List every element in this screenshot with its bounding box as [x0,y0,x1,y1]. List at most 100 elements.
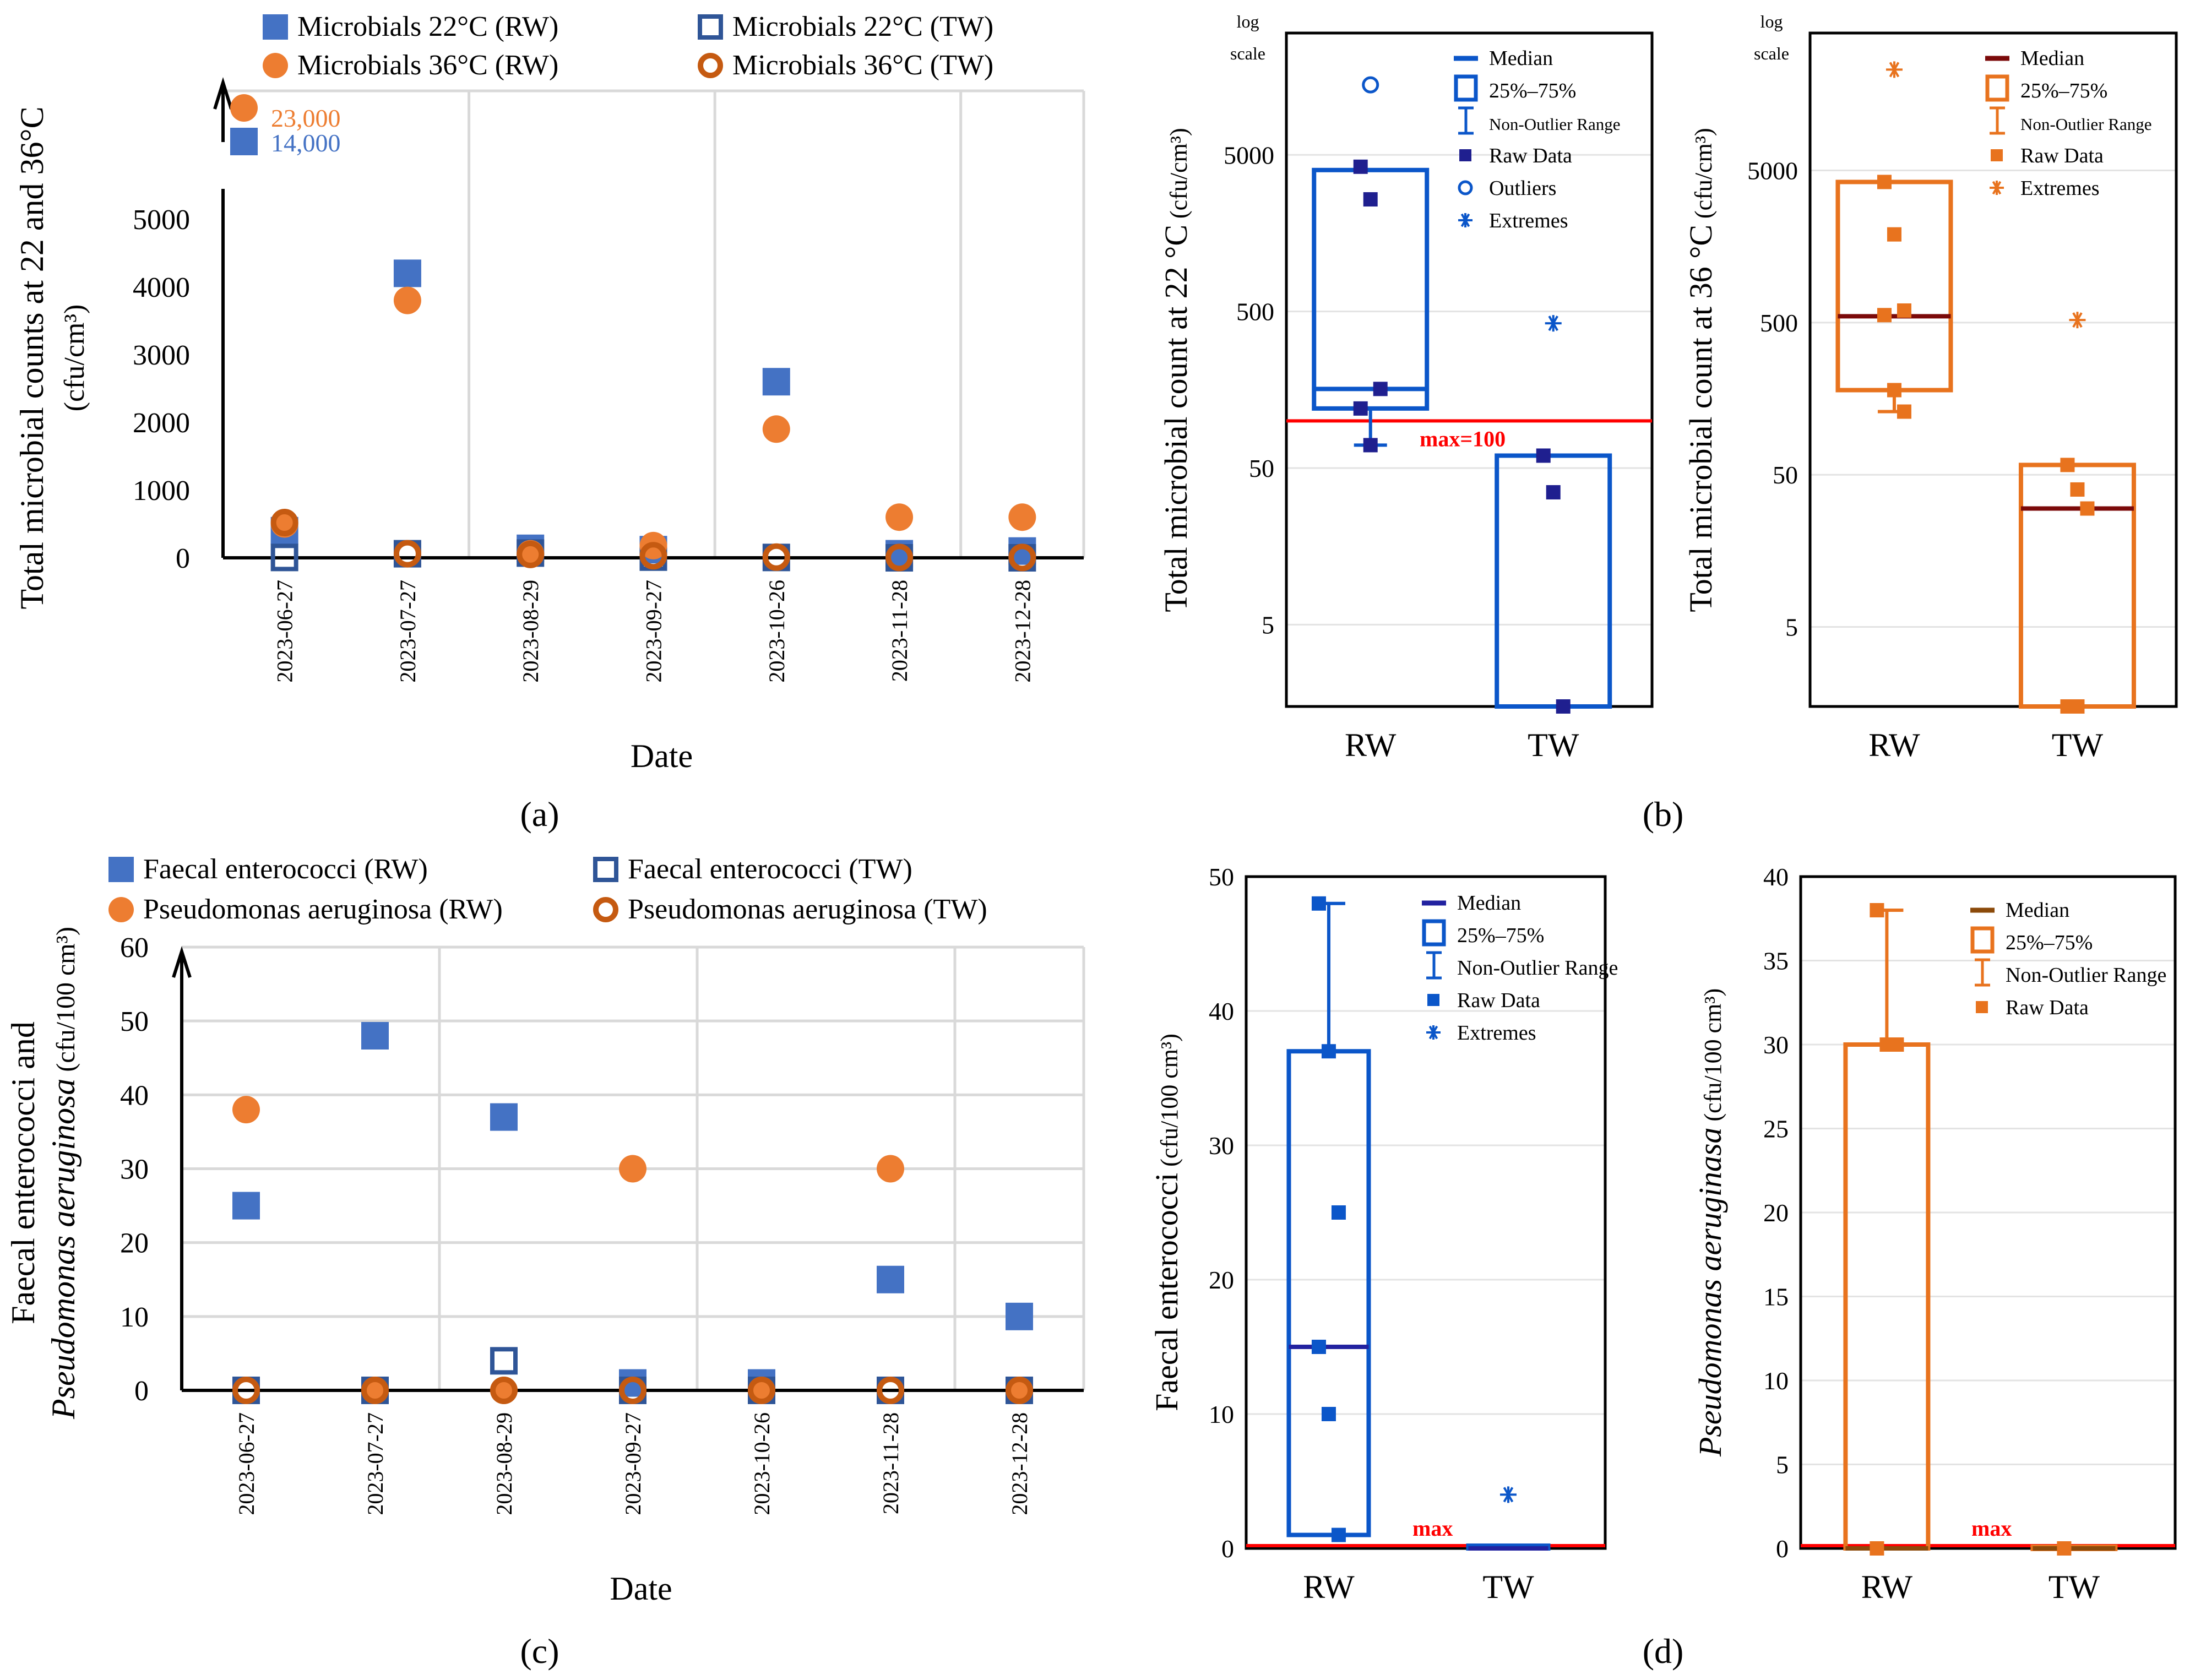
legend-marker-pseudomonas-aeruginosa-rw [108,897,134,922]
legend-median-label: Median [1457,891,1521,915]
panel-d-left-chart: 0 10 20 30 40 50 RW TW max Median 25%–75% Non-Outli… [1149,863,1618,1605]
legend-label: Pseudomonas aeruginosa (TW) [628,894,987,925]
box-iqr [1286,1049,1371,1537]
point-microbials-36-c-tw [885,543,914,572]
point-microbials-36-c-rw [393,286,421,314]
raw-data-point [1887,383,1901,398]
legend-label: Faecal enterococci (TW) [628,853,912,885]
y-tick-label: 20 [120,1228,149,1259]
y-tick-label: 5000 [133,204,190,236]
legend-25-75-swatch [1454,74,1478,102]
break-value-label: 23,000 [271,104,341,132]
raw-data-point [1897,404,1911,419]
legend-outliers-swatch [1458,180,1473,195]
x-tick-label: 2023-11-28 [887,580,912,682]
raw-data-point [1373,382,1388,396]
y-axis-title-italic: Pseudomonas aeruginosa [45,1079,81,1420]
scale-note: scale [1230,44,1265,63]
legend-raw-data-swatch [1991,149,2003,161]
box-rw [1312,76,1430,453]
y-tick-label: 4000 [133,272,190,303]
point-pseudomonas-aeruginosa-tw [619,1377,646,1404]
extreme-point [1499,1486,1517,1503]
legend-label: Faecal enterococci (RW) [143,853,428,885]
y-tick-label: 5000 [1747,157,1798,185]
y-axis-title-line2: Pseudomonas aeruginosa (cfu/100 cm³) [45,927,81,1420]
legend-label: Microbials 36°C (TW) [732,50,993,81]
point-offscale-microbials-22-c-rw [230,128,258,155]
panel-c-chart: 0 10 20 30 40 50 60 2023-06-27 2023-07-27 2023-08… [5,853,1085,1607]
x-tick-label: TW [1528,727,1579,763]
x-tick-label: 2023-12-28 [1007,1412,1032,1515]
x-tick-label: 2023-12-28 [1010,580,1035,683]
y-axis-title-main: Pseudomonas aeruginasa [1692,1127,1728,1457]
point-faecal-enterococci-rw [490,1103,518,1131]
box-rw [1843,903,1931,1556]
y-tick-label: 50 [1773,461,1798,489]
y-tick-label: 60 [120,932,149,964]
x-tick-label: 2023-09-27 [642,580,666,683]
point-offscale-microbials-36-c-rw [230,94,258,122]
legend-label: Microbials 22°C (TW) [732,11,993,42]
y-tick-label: 5 [1776,1451,1789,1479]
box-iqr [2018,463,2136,709]
raw-data-point [1546,485,1561,500]
raw-data-point [1353,159,1368,174]
box-iqr [1312,167,1430,411]
legend-raw-data-label: Raw Data [1457,989,1540,1012]
point-faecal-enterococci-rw [1006,1302,1033,1330]
y-tick-label: 5 [1785,613,1798,641]
extreme-point [1545,315,1562,332]
point-microbials-36-c-tw [762,543,790,571]
point-microbials-36-c-tw [1008,543,1036,572]
point-pseudomonas-aeruginosa-tw [748,1377,775,1404]
panel-label-a: (a) [520,795,559,834]
y-axis-title-main: Total microbial count at 36 °C [1683,225,1719,612]
axis-arrow-head [213,77,233,110]
y-tick-label: 5 [1262,611,1274,639]
point-pseudomonas-aeruginosa-rw [619,1155,646,1183]
y-tick-label: 2000 [133,407,190,439]
y-tick-label: 500 [1760,309,1798,337]
x-axis-title: Date [631,738,693,774]
legend-non-outlier-range-label: Non-Outlier Range [2020,115,2151,134]
box-iqr [1835,180,1953,393]
raw-data-point [1556,699,1571,714]
y-tick-label: 50 [1249,454,1274,482]
y-axis-title-main: Total microbial count at 22 °C [1158,225,1194,612]
legend-label: Microbials 36°C (RW) [297,50,558,81]
point-microbials-36-c-rw [1008,503,1036,531]
raw-data-point [1870,1541,1884,1556]
legend-median-label: Median [1489,47,1553,70]
point-faecal-enterococci-tw [490,1347,518,1375]
point-pseudomonas-aeruginosa-tw [1006,1377,1033,1404]
x-tick-label: 2023-10-26 [764,580,789,683]
plot-frame [1245,875,1607,1550]
extreme-point [1886,61,1903,78]
plot-frame [1799,875,2177,1550]
legend-25-75-label: 25%–75% [1489,79,1576,102]
legend-raw-data-label: Raw Data [1489,144,1572,167]
legend-label: Pseudomonas aeruginosa (RW) [143,894,503,925]
raw-data-point [1311,1340,1326,1354]
legend-raw-data-swatch [1459,149,1471,161]
x-tick-label: 2023-11-28 [878,1412,903,1514]
point-microbials-22-c-rw [393,259,421,287]
legend-marker-microbials-22-c-tw [698,14,723,40]
raw-data-point [1870,903,1884,917]
legend-marker-microbials-36-c-rw [263,53,288,78]
point-microbials-36-c-tw [270,509,298,537]
panel-a-chart: 0 1000 2000 3000 4000 5000 2023-06-27 2023-07-2… [14,11,1085,774]
raw-data-point [2070,699,2085,714]
raw-data-point [2070,482,2085,497]
y-tick-label: 10 [1209,1400,1234,1428]
y-axis-title: Total microbial count at 22 °C (cfu/cm³) [1158,128,1194,612]
x-tick-label: RW [1303,1569,1355,1605]
x-tick-label: 2023-10-26 [749,1412,774,1515]
point-microbials-36-c-tw [517,540,545,568]
legend-label: Microbials 22°C (RW) [297,11,558,42]
point-microbials-22-c-tw [270,543,298,572]
x-axis-title: Date [610,1570,672,1607]
box-tw [1495,315,1612,714]
legend-non-outlier-range-label: Non-Outlier Range [2006,964,2166,987]
